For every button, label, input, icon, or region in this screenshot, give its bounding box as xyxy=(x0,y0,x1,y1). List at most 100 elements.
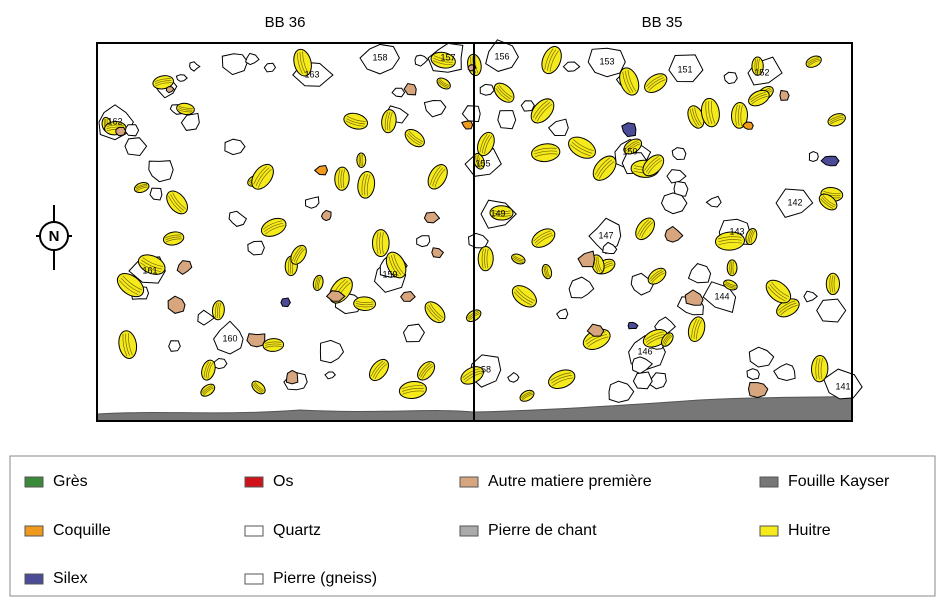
stone-label: 150 xyxy=(622,146,637,156)
find xyxy=(116,127,126,135)
oyster-shell xyxy=(162,230,185,246)
find xyxy=(286,370,297,384)
oyster-shell xyxy=(259,215,289,240)
oyster xyxy=(342,111,369,132)
stone xyxy=(190,62,200,71)
square-bb35 xyxy=(474,43,852,421)
stone xyxy=(689,264,711,283)
stone-label: 159 xyxy=(382,269,397,279)
stone xyxy=(225,139,245,154)
oyster-shell xyxy=(366,356,393,384)
stone-label: 143 xyxy=(729,226,744,236)
oyster xyxy=(727,260,737,276)
oyster-shell xyxy=(531,142,561,163)
oyster xyxy=(353,297,375,311)
oyster-shell xyxy=(546,366,578,392)
oyster xyxy=(686,315,708,343)
oyster-shell xyxy=(491,79,518,105)
oyster-shell xyxy=(826,111,847,128)
stone xyxy=(633,372,652,389)
oyster xyxy=(117,329,139,360)
stone xyxy=(417,236,430,247)
find xyxy=(177,261,192,275)
oyster xyxy=(162,230,185,246)
oyster-shell xyxy=(529,225,558,251)
square-title: BB 35 xyxy=(642,14,683,31)
stone xyxy=(563,62,579,71)
stone-label: 161 xyxy=(142,265,157,275)
find xyxy=(462,121,473,129)
excavation-plan: BB 36 BB 35 N 163 158 157 162 161 160 15… xyxy=(0,0,940,607)
legend-swatch xyxy=(760,477,778,487)
stone-label: 58 xyxy=(481,364,491,374)
oyster xyxy=(478,246,493,271)
oyster xyxy=(356,170,376,199)
oyster xyxy=(334,167,349,191)
oyster xyxy=(510,252,527,266)
oyster xyxy=(133,181,150,194)
oyster-shell xyxy=(380,109,397,134)
stone xyxy=(198,310,214,325)
legend-swatch xyxy=(760,526,778,536)
stone-label: 153 xyxy=(599,56,614,66)
oyster-shell xyxy=(641,70,670,97)
oyster-shell xyxy=(510,252,527,266)
find xyxy=(665,227,683,243)
legend-swatch xyxy=(245,574,263,584)
stone xyxy=(149,161,173,182)
oyster xyxy=(826,111,847,128)
legend-label: Huitre xyxy=(788,522,831,539)
legend-label: Os xyxy=(273,473,293,490)
oyster xyxy=(402,126,428,150)
legend-swatch xyxy=(245,477,263,487)
oyster-shell xyxy=(356,170,376,199)
oyster-shell xyxy=(565,133,599,163)
stone-label: 147 xyxy=(598,230,613,240)
legend-label: Pierre (gneiss) xyxy=(273,570,377,587)
oyster-shell xyxy=(421,298,449,326)
stone xyxy=(169,341,181,352)
legend-swatch xyxy=(25,477,43,487)
stone-label: 157 xyxy=(440,52,455,62)
legend-label: Silex xyxy=(53,570,88,587)
find xyxy=(322,210,332,220)
stone-label: 141 xyxy=(835,381,850,391)
oyster-shell xyxy=(508,281,540,311)
stone xyxy=(569,277,594,298)
oyster xyxy=(538,44,565,77)
stone xyxy=(176,75,187,82)
square-bb36 xyxy=(97,43,474,421)
stone xyxy=(747,369,759,380)
legend-label: Quartz xyxy=(273,522,321,539)
stone-label: 155 xyxy=(475,158,490,168)
stone-label: 146 xyxy=(637,346,652,356)
legend-swatch xyxy=(245,526,263,536)
stone xyxy=(248,241,265,255)
find xyxy=(247,334,265,347)
stone xyxy=(222,54,247,75)
oyster xyxy=(826,273,839,294)
oyster xyxy=(632,215,658,243)
stone xyxy=(809,152,818,162)
stone xyxy=(774,364,795,381)
oyster xyxy=(435,76,452,92)
oyster-shell xyxy=(398,380,427,400)
stone xyxy=(462,106,480,122)
stone xyxy=(125,138,147,156)
stone xyxy=(150,188,162,200)
stone-label: 163 xyxy=(304,69,319,79)
legend-label: Grès xyxy=(53,473,88,490)
oyster xyxy=(518,388,536,403)
oyster xyxy=(357,153,366,168)
oyster-shell xyxy=(632,215,658,243)
legend-label: Autre matiere première xyxy=(488,473,652,490)
oyster-shell xyxy=(518,388,536,403)
stone xyxy=(672,148,686,160)
oyster xyxy=(414,358,438,383)
oyster xyxy=(529,225,558,251)
oyster xyxy=(249,379,267,397)
legend-swatch xyxy=(25,574,43,584)
find xyxy=(685,290,703,305)
stone xyxy=(804,291,817,302)
stone xyxy=(124,125,138,136)
